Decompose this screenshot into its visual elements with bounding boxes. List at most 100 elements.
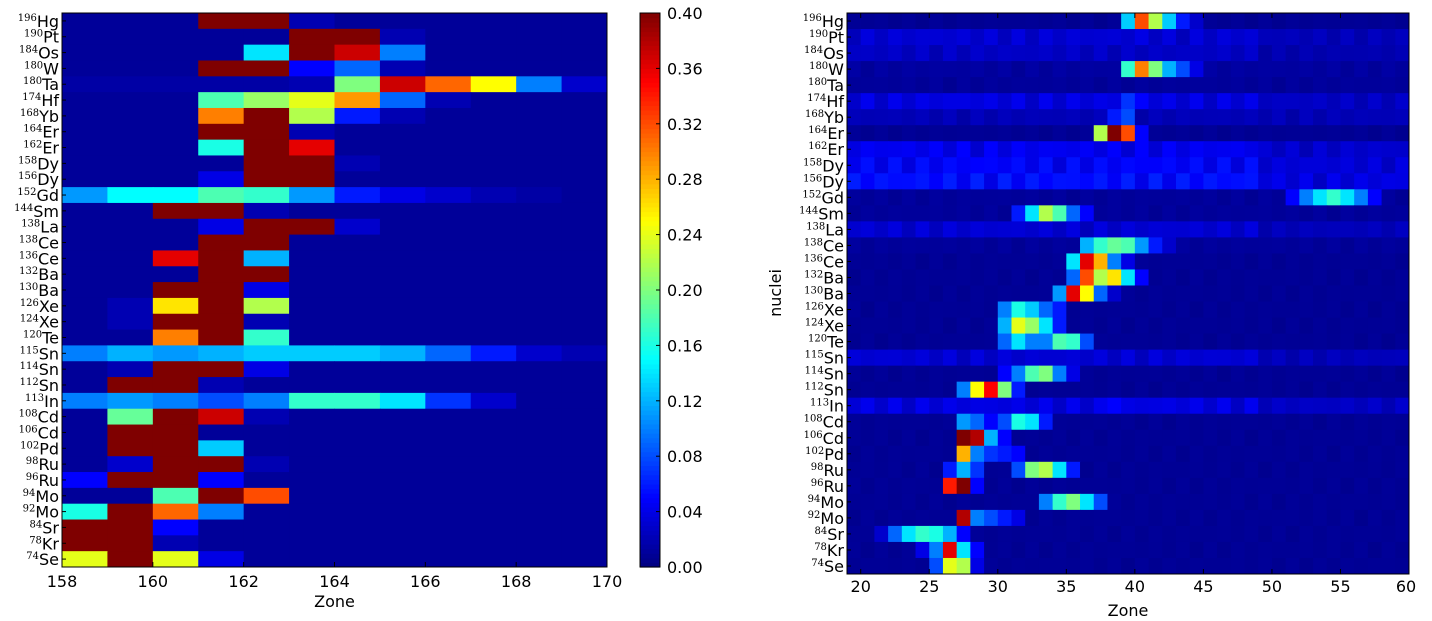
left-mass-number: 162 bbox=[23, 140, 42, 151]
heatmap-cell bbox=[1326, 221, 1341, 238]
heatmap-cell bbox=[1203, 445, 1218, 463]
heatmap-cell bbox=[1066, 397, 1081, 415]
heatmap-cell bbox=[1217, 541, 1232, 559]
heatmap-cell bbox=[874, 349, 889, 367]
heatmap-cell bbox=[1134, 349, 1150, 367]
heatmap-cell bbox=[1285, 13, 1300, 30]
heatmap-cell bbox=[1367, 221, 1383, 238]
heatmap-cell bbox=[1313, 45, 1328, 62]
heatmap-cell bbox=[1299, 29, 1314, 46]
heatmap-cell bbox=[901, 13, 917, 30]
heatmap-cell bbox=[1203, 429, 1218, 447]
heatmap-cell bbox=[1299, 13, 1314, 30]
heatmap-cell bbox=[915, 541, 930, 559]
heatmap-cell bbox=[1148, 477, 1163, 495]
heatmap-cell bbox=[62, 250, 108, 267]
heatmap-cell bbox=[984, 205, 999, 222]
heatmap-cell bbox=[1258, 349, 1273, 367]
heatmap-cell bbox=[334, 345, 381, 362]
heatmap-cell bbox=[1244, 269, 1259, 286]
heatmap-cell bbox=[1107, 461, 1122, 479]
heatmap-cell bbox=[970, 109, 985, 126]
heatmap-cell bbox=[62, 139, 108, 156]
heatmap-cell bbox=[1175, 317, 1191, 335]
heatmap-cell bbox=[470, 13, 517, 30]
heatmap-cell bbox=[1189, 61, 1204, 78]
right-mass-number: 74 bbox=[811, 558, 824, 569]
heatmap-cell bbox=[1313, 269, 1328, 286]
colorbar-segment bbox=[640, 31, 660, 37]
heatmap-cell bbox=[1230, 45, 1246, 62]
right-xtick-label: 30 bbox=[988, 577, 1008, 596]
heatmap-cell bbox=[997, 285, 1012, 303]
heatmap-cell bbox=[62, 234, 108, 251]
heatmap-cell bbox=[289, 551, 335, 568]
left-element-symbol: Sn bbox=[39, 376, 59, 395]
colorbar-segment bbox=[640, 313, 660, 319]
heatmap-cell bbox=[997, 13, 1012, 30]
heatmap-cell bbox=[1203, 93, 1218, 110]
heatmap-cell bbox=[1080, 301, 1095, 319]
heatmap-cell bbox=[888, 13, 903, 30]
left-x-axis: 158 160 162 164 166 168 170 bbox=[47, 562, 622, 591]
heatmap-cell bbox=[984, 61, 999, 78]
heatmap-cell bbox=[561, 472, 608, 489]
heatmap-cell bbox=[860, 413, 875, 431]
heatmap-cell bbox=[1052, 493, 1067, 511]
heatmap-cell bbox=[1258, 557, 1273, 575]
heatmap-cell bbox=[984, 77, 999, 94]
right-element-symbol: Ba bbox=[823, 268, 844, 287]
heatmap-cell bbox=[847, 525, 862, 543]
heatmap-cell bbox=[107, 92, 154, 109]
heatmap-cell bbox=[1203, 77, 1218, 94]
left-element-symbol: Ce bbox=[38, 234, 59, 253]
colorbar-segment bbox=[640, 73, 660, 79]
colorbar-segment bbox=[640, 285, 660, 291]
heatmap-cell bbox=[1354, 557, 1369, 575]
right-element-symbol: Ru bbox=[823, 477, 844, 496]
heatmap-cell bbox=[198, 28, 245, 46]
heatmap-cell bbox=[289, 92, 335, 109]
heatmap-cell bbox=[1313, 221, 1328, 238]
heatmap-cell bbox=[62, 44, 108, 61]
heatmap-cell bbox=[956, 29, 971, 46]
heatmap-cell bbox=[874, 157, 889, 174]
heatmap-cell bbox=[984, 109, 999, 126]
heatmap-cell bbox=[997, 381, 1012, 399]
heatmap-cell bbox=[243, 28, 290, 46]
heatmap-cell bbox=[1066, 509, 1081, 527]
heatmap-cell bbox=[1367, 141, 1383, 158]
right-element-symbol: Ru bbox=[823, 461, 844, 480]
heatmap-cell bbox=[1313, 125, 1328, 142]
right-nucleus-label: 144Sm bbox=[799, 204, 844, 223]
heatmap-cell bbox=[888, 109, 903, 126]
right-mass-number: 156 bbox=[803, 173, 822, 184]
heatmap-cell bbox=[1107, 541, 1122, 559]
heatmap-cell bbox=[1203, 317, 1218, 335]
heatmap-cell bbox=[1066, 461, 1081, 479]
left-nucleus-label: 84Sr bbox=[30, 518, 60, 537]
heatmap-cell bbox=[516, 123, 563, 141]
heatmap-cell bbox=[901, 141, 917, 158]
heatmap-cell bbox=[1093, 541, 1108, 559]
heatmap-cell bbox=[1134, 477, 1150, 495]
heatmap-cell bbox=[289, 487, 335, 505]
heatmap-cell bbox=[942, 173, 958, 190]
heatmap-cell bbox=[860, 237, 875, 254]
heatmap-cell bbox=[1038, 157, 1054, 174]
colorbar-segment bbox=[640, 456, 660, 462]
heatmap-cell bbox=[1189, 317, 1204, 335]
heatmap-cell bbox=[984, 413, 999, 431]
heatmap-cell bbox=[1175, 461, 1191, 479]
heatmap-cell bbox=[1340, 173, 1355, 190]
heatmap-cell bbox=[997, 509, 1012, 527]
heatmap-cell bbox=[1367, 173, 1383, 190]
heatmap-cell bbox=[1162, 365, 1177, 383]
heatmap-cell bbox=[1066, 557, 1081, 575]
left-element-symbol: W bbox=[43, 59, 59, 78]
heatmap-cell bbox=[1011, 61, 1026, 78]
heatmap-cell bbox=[1080, 349, 1095, 367]
heatmap-cell bbox=[1285, 493, 1300, 511]
right-mass-number: 102 bbox=[805, 446, 824, 457]
heatmap-cell bbox=[198, 171, 245, 188]
